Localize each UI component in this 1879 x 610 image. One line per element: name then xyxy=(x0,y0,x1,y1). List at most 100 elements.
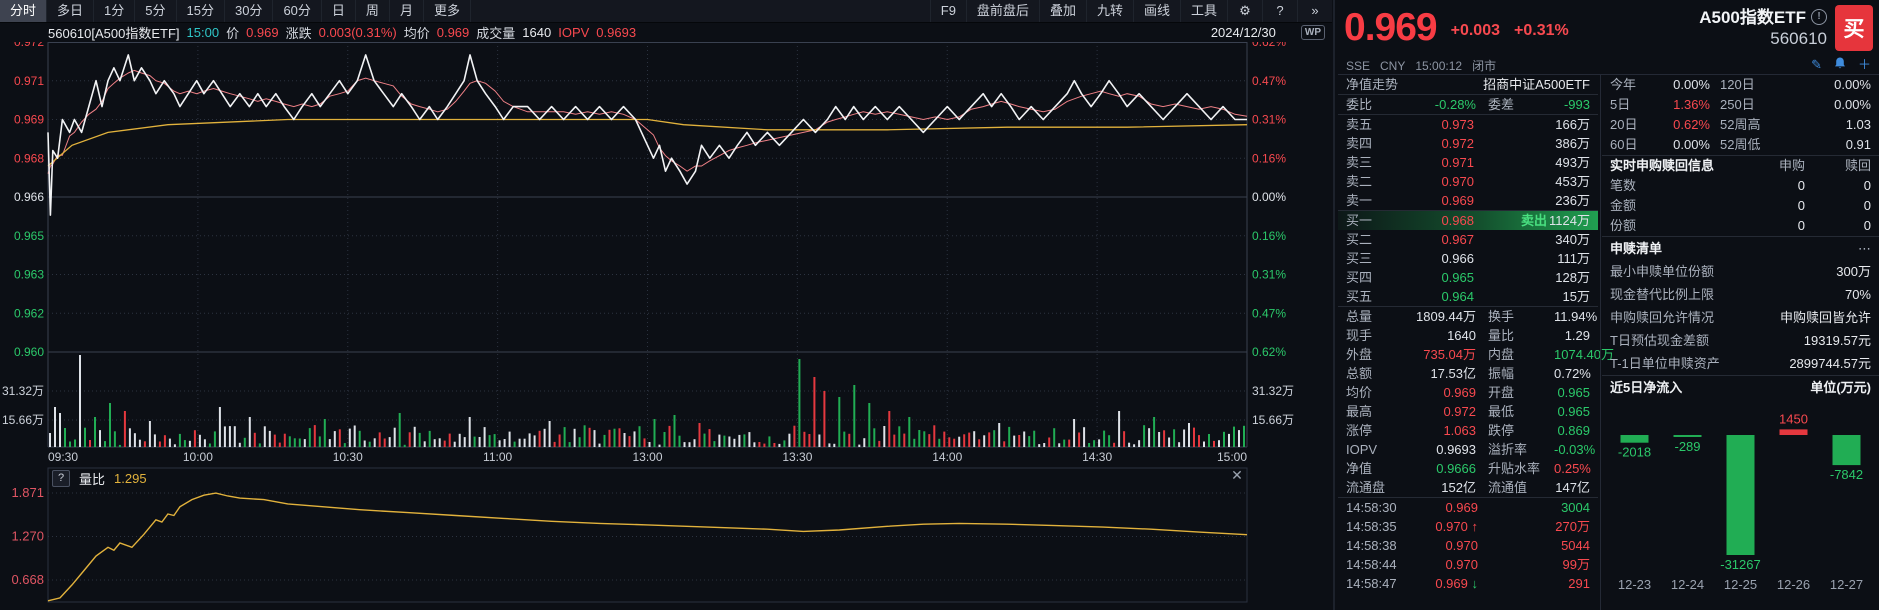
main-chart-svg[interactable]: 0.972 0.62% 0.971 0.47% 0.969 0.31% 0.968 0.16%… xyxy=(0,42,1332,610)
realtime-row-金额: 金额 0 0 xyxy=(1610,198,1871,213)
alert-bell-icon[interactable] xyxy=(1834,57,1846,73)
weibi-row: 委比 -0.28% 委差 -993 xyxy=(1338,95,1598,115)
order-row-买五[interactable]: 买五 0.964 15万 xyxy=(1346,289,1590,304)
order-row-卖一[interactable]: 卖一 0.969 236万 xyxy=(1346,193,1590,208)
indicator-value: 1.295 xyxy=(114,470,147,486)
price-label: 价 xyxy=(226,25,240,41)
svg-text:0.16%: 0.16% xyxy=(1252,229,1286,243)
header-separator xyxy=(1338,74,1879,75)
tab-1[interactable]: 分时 xyxy=(0,0,48,22)
realtime-row-笔数: 笔数 0 0 xyxy=(1610,178,1871,193)
svg-text:0.972: 0.972 xyxy=(14,42,44,49)
svg-text:12-27: 12-27 xyxy=(1830,577,1863,592)
more-icon-ellipsis[interactable]: ⋯ xyxy=(1858,241,1871,256)
realtime-row-份额: 份额 0 0 xyxy=(1610,218,1871,233)
time-sales: 14:58:30 0.969 3004 14:58:35 0.970 ↑ 270万 14:5… xyxy=(1338,498,1598,593)
help-icon[interactable]: ? xyxy=(1262,0,1297,22)
order-row-卖四[interactable]: 卖四 0.972 386万 xyxy=(1346,136,1590,151)
svg-text:12-24: 12-24 xyxy=(1671,577,1704,592)
nav-row[interactable]: 净值走势 招商中证A500ETF xyxy=(1338,75,1598,95)
svg-text:10:30: 10:30 xyxy=(333,450,363,464)
netflow-chart-svg: -2018 12-23 -289 12-24 -31267 12-25 1450 12-26 -… xyxy=(1618,411,1863,592)
svg-text:15.66万: 15.66万 xyxy=(2,413,44,427)
edit-icon[interactable]: ✎ xyxy=(1811,57,1822,72)
netflow-bar xyxy=(1779,429,1808,435)
more-icon[interactable]: » xyxy=(1297,0,1332,22)
quote-panel: 0.969 +0.003 +0.31% A500指数ETF ! 560610 买… xyxy=(1338,0,1879,610)
perf-row-20日: 20日 0.62% 52周高 1.03 xyxy=(1610,117,1871,132)
subchart-close-icon[interactable]: ✕ xyxy=(1231,467,1243,483)
last-price: 0.969 xyxy=(1344,5,1438,49)
order-row-买一[interactable]: 买一 0.968 卖出 1124万 xyxy=(1338,211,1598,230)
tape-row[interactable]: 14:58:35 0.970 ↑ 270万 xyxy=(1346,519,1590,534)
svg-text:31.32万: 31.32万 xyxy=(2,384,44,398)
tool-2[interactable]: 盘前盘后 xyxy=(965,0,1039,22)
tape-row[interactable]: 14:58:47 0.969 ↓ 291 xyxy=(1346,576,1590,591)
tool-6[interactable]: 工具 xyxy=(1179,0,1227,22)
trade-direction-tag: 卖出 xyxy=(1521,213,1548,228)
svg-text:0.31%: 0.31% xyxy=(1252,268,1286,282)
quote-time: 15:00 xyxy=(186,24,220,40)
indicator-name[interactable]: 量比 xyxy=(79,471,106,487)
svg-text:09:30: 09:30 xyxy=(48,450,78,464)
svg-text:1450: 1450 xyxy=(1779,411,1808,426)
list-header[interactable]: 申赎清单 ⋯ xyxy=(1602,237,1879,260)
period-tabs: 分时 多日 1分 5分 15分 30分 60分日周月更多 xyxy=(0,0,471,22)
buy-button[interactable]: 买 xyxy=(1835,4,1873,51)
netflow-header: 近5日净流入 单位(万元) xyxy=(1610,380,1871,395)
svg-text:0.962: 0.962 xyxy=(14,306,44,320)
perf-row-5日: 5日 1.36% 250日 0.00% xyxy=(1610,97,1871,112)
tape-row[interactable]: 14:58:30 0.969 3004 xyxy=(1346,500,1590,515)
tab-10[interactable]: 月 xyxy=(390,0,424,22)
tool-3[interactable]: 叠加 xyxy=(1038,0,1086,22)
stat-row-净值: 净值 0.9666 升贴水率 0.25% xyxy=(1346,461,1591,476)
order-row-买三[interactable]: 买三 0.966 111万 xyxy=(1346,251,1590,266)
order-row-买四[interactable]: 买四 0.965 128万 xyxy=(1346,270,1590,285)
svg-text:15:00: 15:00 xyxy=(1217,450,1247,464)
svg-text:13:30: 13:30 xyxy=(782,450,812,464)
stat-row-现手: 现手 1640 量比 1.29 xyxy=(1346,328,1590,343)
perf-row-今年: 今年 0.00% 120日 0.00% xyxy=(1610,77,1871,92)
tool-1[interactable]: F9 xyxy=(929,0,966,22)
price-change-pct: +0.31% xyxy=(1514,21,1569,39)
tape-row[interactable]: 14:58:38 0.970 5044 xyxy=(1346,538,1590,553)
currency-label: CNY xyxy=(1380,58,1406,73)
list-row: T日预估现金差额 19319.57元 xyxy=(1610,333,1871,348)
column-divider xyxy=(1600,75,1601,610)
tab-2[interactable]: 多日 xyxy=(47,0,95,22)
volume-value: 1640 xyxy=(522,24,552,40)
svg-text:-31267: -31267 xyxy=(1720,557,1760,572)
tab-11[interactable]: 更多 xyxy=(424,0,471,22)
tab-6[interactable]: 30分 xyxy=(225,0,274,22)
bid-levels: 买一 0.968 卖出 1124万买二 0.967 340万 买三 0.966 111万 买四 0.… xyxy=(1338,211,1598,307)
tab-3[interactable]: 1分 xyxy=(94,0,136,22)
svg-text:0.47%: 0.47% xyxy=(1252,74,1286,88)
avg-label: 均价 xyxy=(403,25,430,41)
order-row-卖三[interactable]: 卖三 0.971 493万 xyxy=(1346,155,1590,170)
order-row-卖二[interactable]: 卖二 0.970 453万 xyxy=(1346,174,1590,189)
list-row: 现金替代比例上限 70% xyxy=(1610,287,1871,302)
order-row-买二[interactable]: 买二 0.967 340万 xyxy=(1346,232,1590,247)
tab-8[interactable]: 日 xyxy=(322,0,356,22)
add-icon[interactable]: ＋ xyxy=(1857,57,1871,72)
tab-9[interactable]: 周 xyxy=(356,0,390,22)
settings-icon[interactable]: ⚙ xyxy=(1227,0,1262,22)
netflow-bar xyxy=(1620,435,1649,443)
svg-text:14:30: 14:30 xyxy=(1082,450,1112,464)
tab-4[interactable]: 5分 xyxy=(135,0,177,22)
tab-7[interactable]: 60分 xyxy=(273,0,322,22)
weibi-value: -0.28% xyxy=(1434,97,1476,112)
tab-5[interactable]: 15分 xyxy=(177,0,225,22)
wp-badge-icon[interactable]: WP xyxy=(1300,24,1325,40)
svg-text:31.32万: 31.32万 xyxy=(1252,384,1294,398)
info-icon[interactable]: ! xyxy=(1811,9,1827,25)
svg-text:-289: -289 xyxy=(1674,439,1700,454)
tool-5[interactable]: 画线 xyxy=(1132,0,1180,22)
tape-row[interactable]: 14:58:44 0.970 99万 xyxy=(1346,557,1590,572)
security-code: 560610 xyxy=(1770,28,1827,48)
order-row-卖五[interactable]: 卖五 0.973 166万 xyxy=(1346,117,1590,132)
tool-4[interactable]: 九转 xyxy=(1085,0,1133,22)
svg-text:0.965: 0.965 xyxy=(14,229,44,243)
indicator-help-icon[interactable]: ? xyxy=(52,469,70,487)
